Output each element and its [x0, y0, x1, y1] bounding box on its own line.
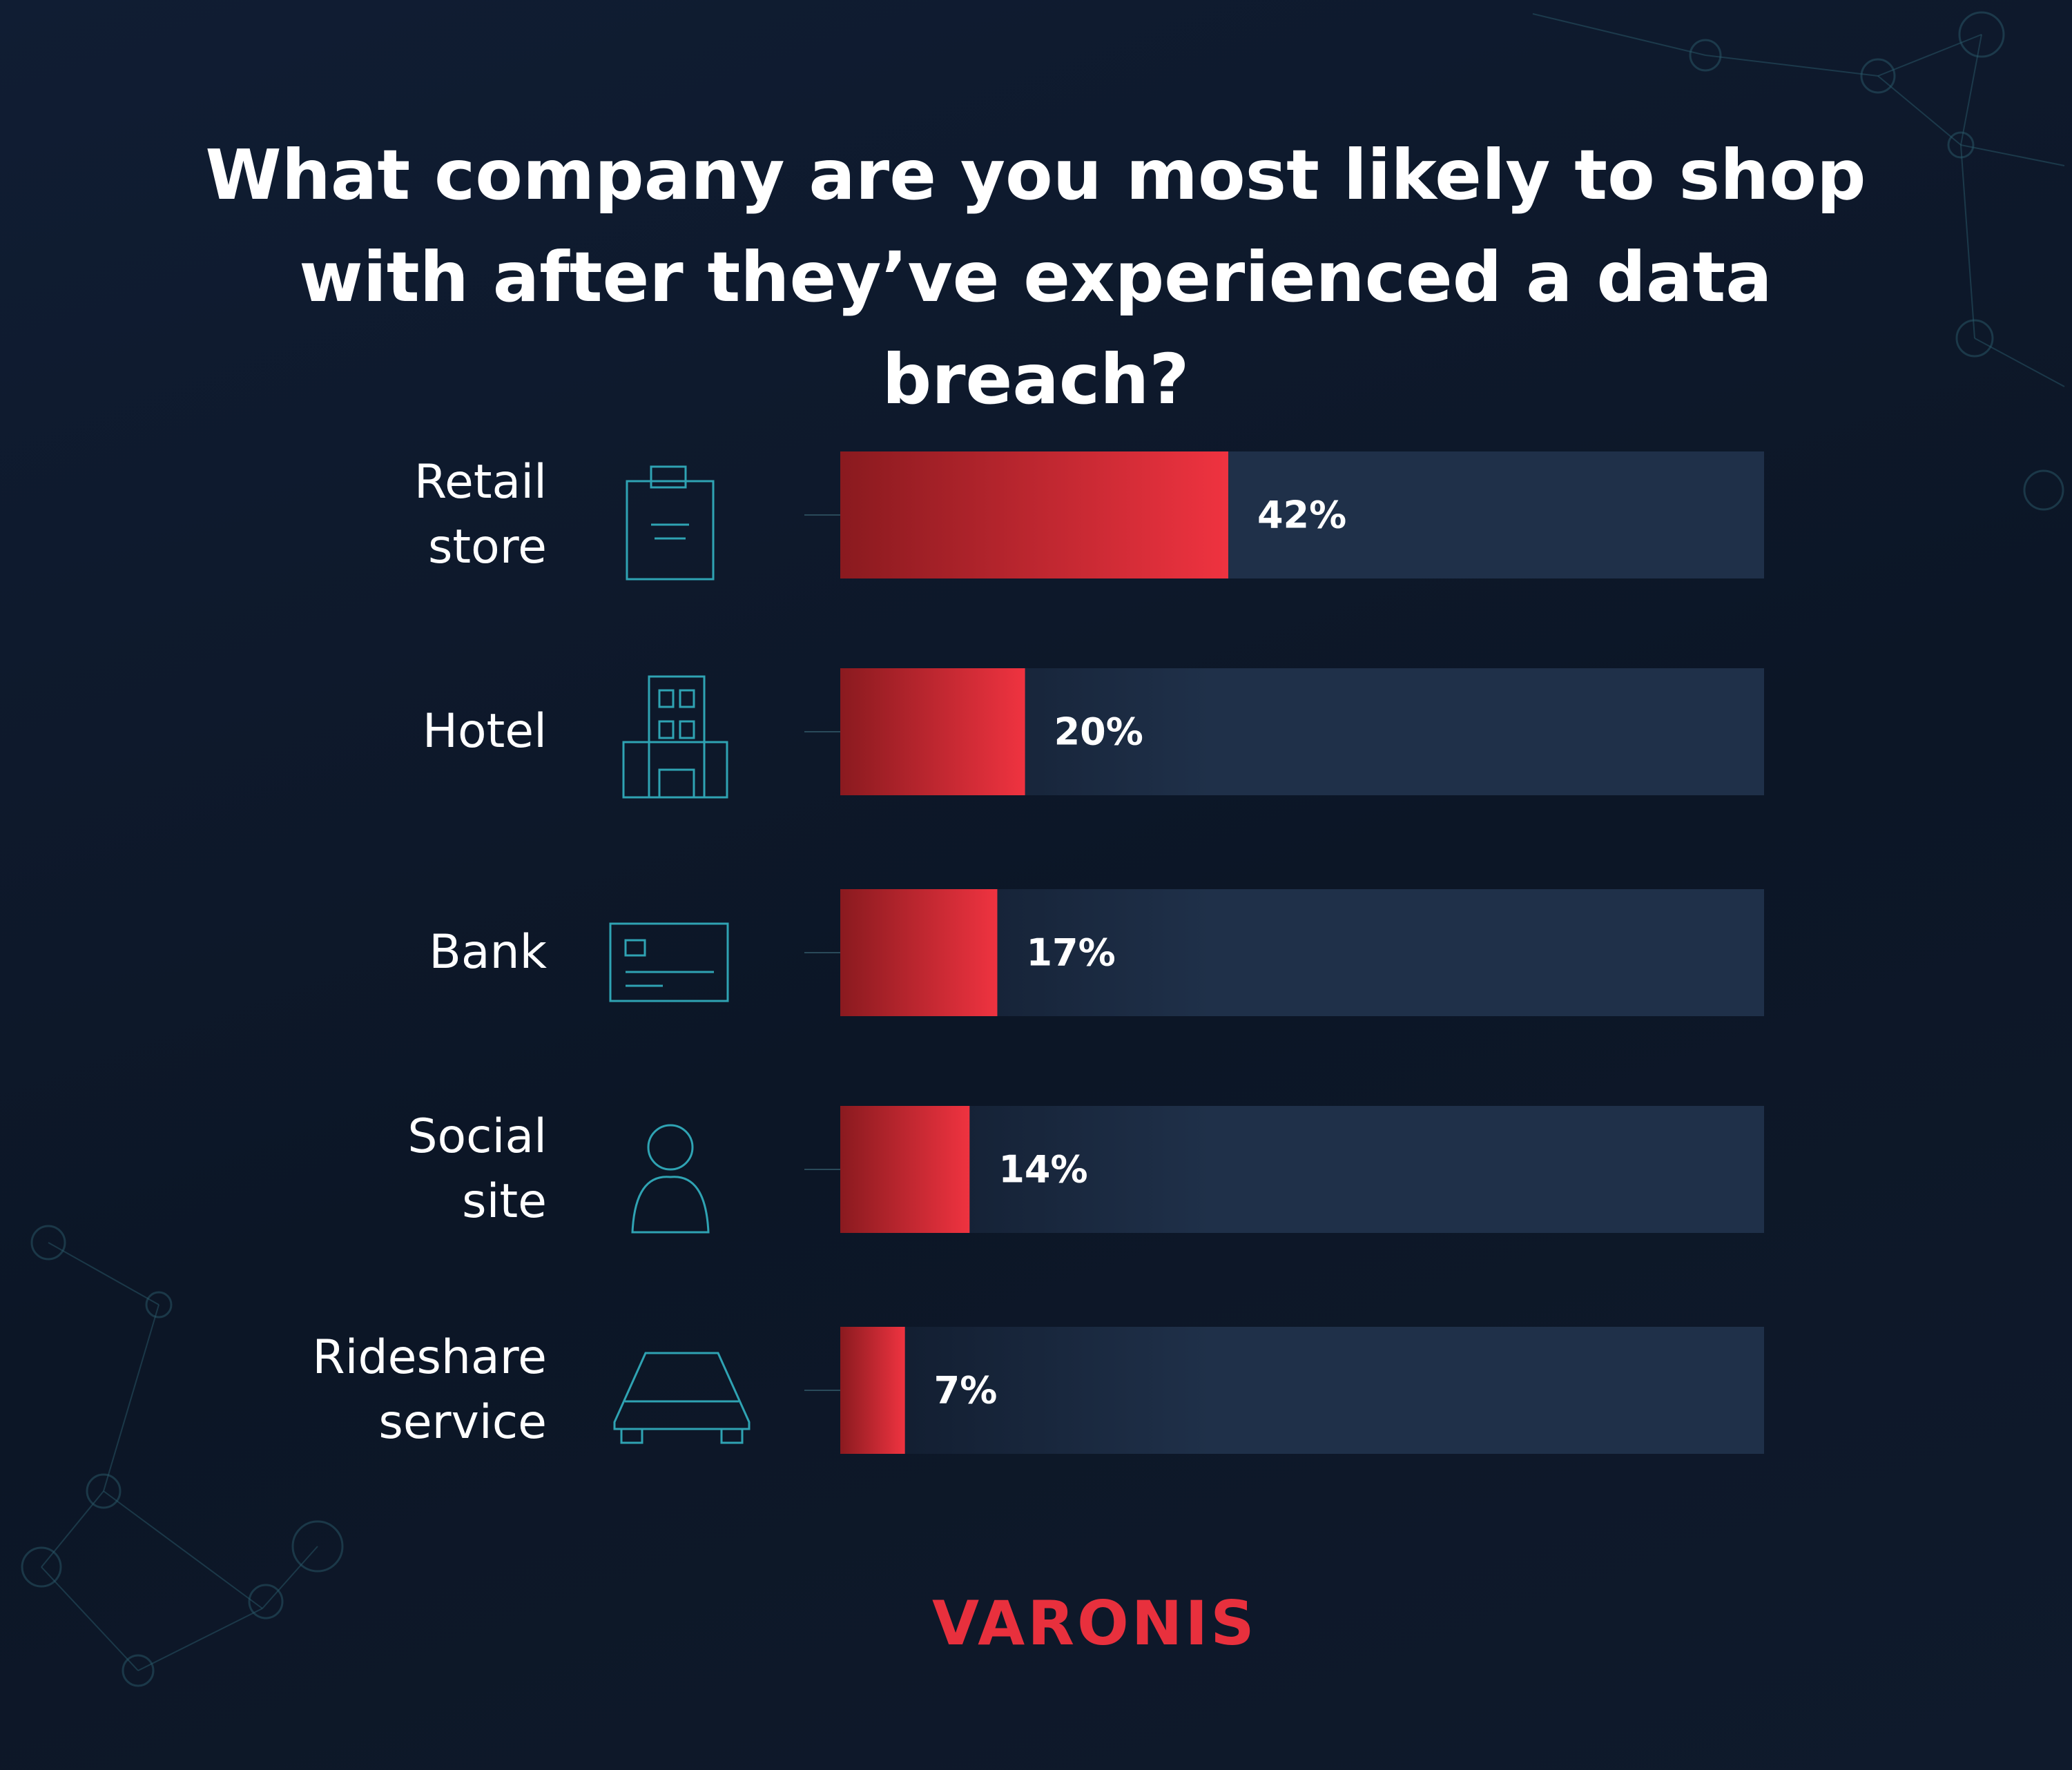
- bar: [840, 1106, 970, 1233]
- category-label: Bank: [429, 925, 547, 980]
- icon-card: [609, 922, 729, 1002]
- value-label: 7%: [934, 1369, 998, 1412]
- value-label: 42%: [1257, 494, 1346, 537]
- logo: VARONIS: [932, 1588, 1257, 1659]
- icon-bag: [626, 465, 715, 581]
- bar: [840, 889, 998, 1016]
- icon-car: [613, 1352, 751, 1444]
- category-label: Rideshare service: [312, 1330, 547, 1450]
- bar-track: [840, 1327, 1764, 1454]
- value-label: 14%: [998, 1148, 1087, 1192]
- bar-track: [840, 1106, 1764, 1233]
- bar: [840, 668, 1025, 795]
- bar: [840, 451, 1228, 578]
- category-label: Retail store: [414, 455, 547, 574]
- category-label: Hotel: [422, 704, 547, 759]
- icon-person: [631, 1124, 710, 1234]
- category-label: Social site: [407, 1109, 547, 1229]
- bar: [840, 1327, 905, 1454]
- chart-title: What company are you most likely to shop…: [205, 135, 1866, 420]
- value-label: 17%: [1026, 931, 1115, 975]
- background-network: [21, 11, 2065, 1687]
- icon-hotel: [622, 675, 728, 799]
- value-label: 20%: [1054, 710, 1143, 754]
